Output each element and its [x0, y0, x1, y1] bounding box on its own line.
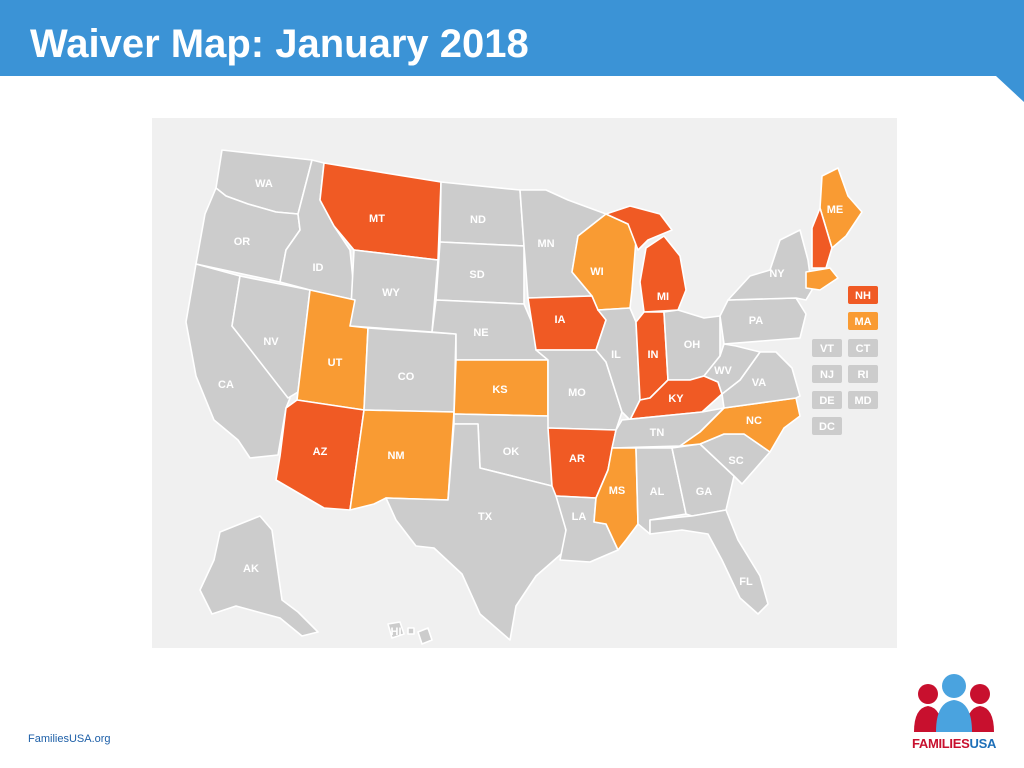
state-label-AL: AL — [650, 486, 665, 498]
state-label-GA: GA — [696, 486, 713, 498]
state-label-CO: CO — [398, 371, 415, 383]
state-label-WV: WV — [714, 365, 732, 377]
chip-label-DE: DE — [819, 395, 834, 407]
state-NC[interactable] — [679, 397, 801, 453]
state-label-NV: NV — [263, 336, 279, 348]
state-label-ID: ID — [313, 262, 324, 274]
state-HI[interactable] — [387, 621, 433, 645]
state-label-UT: UT — [328, 357, 343, 369]
state-label-KS: KS — [492, 384, 507, 396]
state-label-WY: WY — [382, 287, 400, 299]
state-label-OH: OH — [684, 339, 701, 351]
chip-VT[interactable]: VT — [812, 339, 842, 357]
state-label-MO: MO — [568, 387, 586, 399]
state-label-ND: ND — [470, 214, 486, 226]
state-AK[interactable] — [199, 515, 319, 637]
state-label-LA: LA — [572, 511, 587, 523]
state-FL[interactable] — [649, 509, 769, 615]
state-label-FL: FL — [739, 576, 753, 588]
state-label-WI: WI — [590, 266, 603, 278]
state-label-NE: NE — [473, 327, 488, 339]
state-label-OR: OR — [234, 236, 251, 248]
chip-RI[interactable]: RI — [848, 365, 878, 383]
state-label-MS: MS — [609, 485, 626, 497]
us-map: WA OR CA NV ID MT WY UT AZ CO NM ND SD NE KS OK TX MN IA MO… — [185, 149, 878, 645]
state-label-OK: OK — [503, 446, 520, 458]
chip-label-NH: NH — [855, 290, 871, 302]
map-panel: WA OR CA NV ID MT WY UT AZ CO NM ND SD NE KS OK TX MN IA MO… — [152, 118, 897, 648]
families-usa-logo-icon — [914, 674, 994, 732]
state-label-MI: MI — [657, 291, 669, 303]
state-label-SD: SD — [469, 269, 484, 281]
state-label-WA: WA — [255, 178, 273, 190]
state-label-TX: TX — [478, 511, 493, 523]
state-label-IL: IL — [611, 349, 621, 361]
chip-label-RI: RI — [858, 369, 869, 381]
state-label-CA: CA — [218, 379, 234, 391]
chip-label-MA: MA — [854, 316, 871, 328]
state-label-PA: PA — [749, 315, 764, 327]
state-TX[interactable] — [385, 423, 569, 641]
state-NY[interactable] — [727, 229, 813, 301]
state-MA[interactable] — [805, 267, 839, 291]
chip-MD[interactable]: MD — [848, 391, 878, 409]
state-CO[interactable] — [363, 327, 457, 413]
header-bar: Waiver Map: January 2018 — [0, 0, 1024, 76]
families-usa-logo: FAMILIESUSA — [908, 670, 1000, 754]
state-MS[interactable] — [593, 447, 639, 551]
state-WV[interactable] — [703, 343, 761, 395]
chip-MA[interactable]: MA — [848, 312, 878, 330]
corner-decoration — [996, 76, 1024, 102]
chip-NH[interactable]: NH — [848, 286, 878, 304]
page-title: Waiver Map: January 2018 — [30, 22, 529, 66]
state-label-NY: NY — [769, 268, 785, 280]
state-label-SC: SC — [728, 455, 743, 467]
chip-label-MD: MD — [854, 395, 871, 407]
chip-label-NJ: NJ — [820, 369, 834, 381]
state-label-NM: NM — [387, 450, 404, 462]
state-label-KY: KY — [668, 393, 684, 405]
chip-NJ[interactable]: NJ — [812, 365, 842, 383]
logo-wordmark: FAMILIESUSA — [911, 736, 997, 751]
state-label-IN: IN — [648, 349, 659, 361]
state-label-MN: MN — [537, 238, 554, 250]
state-label-AK: AK — [243, 563, 259, 575]
state-NH[interactable] — [811, 207, 833, 269]
state-label-IA: IA — [555, 314, 566, 326]
state-label-HI: HI — [391, 626, 402, 638]
state-IA[interactable] — [527, 295, 607, 351]
state-label-MT: MT — [369, 213, 385, 225]
footer-url[interactable]: FamiliesUSA.org — [28, 733, 111, 745]
chip-DC[interactable]: DC — [812, 417, 842, 435]
state-IL[interactable] — [595, 307, 641, 421]
state-label-AR: AR — [569, 453, 585, 465]
chip-DE[interactable]: DE — [812, 391, 842, 409]
chip-label-DC: DC — [819, 421, 835, 433]
state-MI[interactable] — [605, 205, 687, 313]
state-label-AZ: AZ — [313, 446, 328, 458]
state-label-NC: NC — [746, 415, 762, 427]
state-label-VA: VA — [752, 377, 767, 389]
state-label-TN: TN — [650, 427, 665, 439]
chip-label-CT: CT — [856, 343, 871, 355]
chip-label-VT: VT — [820, 343, 834, 355]
state-label-ME: ME — [827, 204, 844, 216]
state-ME[interactable] — [819, 167, 863, 249]
chip-CT[interactable]: CT — [848, 339, 878, 357]
